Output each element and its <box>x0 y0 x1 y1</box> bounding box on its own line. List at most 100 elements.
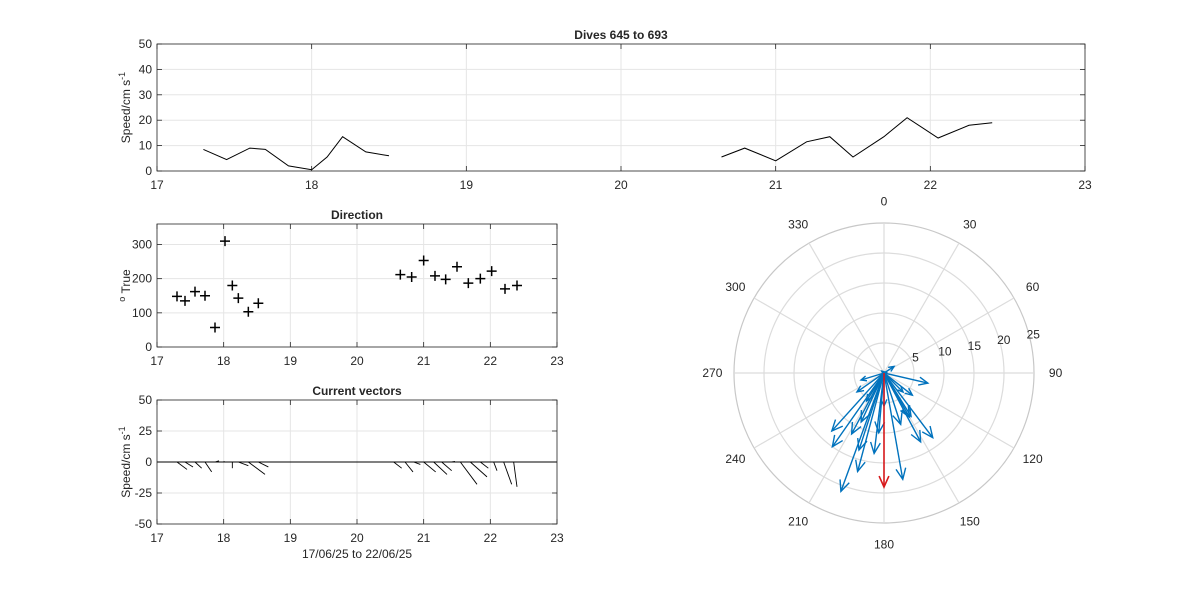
polar-vector <box>883 372 934 439</box>
polar-vector-head <box>900 405 911 419</box>
vectors-vector <box>204 461 213 473</box>
polar-radius-label: 15 <box>968 339 982 353</box>
vectors-vector <box>441 461 452 472</box>
speed-xtick-label: 17 <box>150 178 164 192</box>
vectors-xtick-label: 19 <box>284 531 298 545</box>
direction-frame <box>156 223 558 348</box>
direction-point <box>227 280 238 291</box>
polar-radius-label: 25 <box>1027 327 1041 341</box>
speed-xtick-label: 21 <box>769 178 783 192</box>
speed-ytick-label: 40 <box>139 62 153 76</box>
direction-ylabel-prefix: o <box>117 297 127 302</box>
vectors-vector <box>423 461 436 473</box>
polar-angle-label: 210 <box>788 515 808 529</box>
vectors-vector <box>223 460 226 463</box>
direction-ytick-label: 0 <box>145 340 152 354</box>
vectors-vector <box>176 461 188 470</box>
vectors-ytick-label: -50 <box>135 517 153 531</box>
direction-xtick-label: 21 <box>417 354 431 368</box>
polar-vector-head <box>855 385 865 393</box>
polar-spoke <box>808 372 885 504</box>
polar-spoke <box>883 297 1015 374</box>
direction-xtick-label: 17 <box>150 354 164 368</box>
polar-angle-label: 0 <box>881 194 888 208</box>
speed-frame <box>156 43 1086 172</box>
polar-vector-head <box>869 441 881 456</box>
polar-vector <box>883 372 922 443</box>
speed-xtick-label: 20 <box>614 178 628 192</box>
polar-vector <box>831 372 885 448</box>
direction-point <box>190 286 200 297</box>
polar-angle-label: 330 <box>788 217 808 231</box>
polar-vector <box>883 372 913 396</box>
speed-axes: 17 18 19 20 21 22 23 0 10 20 30 40 50 Dives 645 to 69… <box>117 28 1092 192</box>
direction-title: Direction <box>331 208 383 222</box>
direction-point <box>180 295 190 306</box>
vectors-vector <box>413 461 421 465</box>
direction-point <box>233 293 244 304</box>
polar-vector-head <box>910 429 922 444</box>
polar-mean-vector-head <box>878 475 890 489</box>
vectors-xtick-label: 20 <box>350 531 364 545</box>
vectors-xlabel: 17/06/25 to 22/06/25 <box>302 547 412 561</box>
polar-angle-label: 90 <box>1049 366 1063 380</box>
vectors-vector <box>503 461 513 485</box>
polar-vector <box>860 372 885 381</box>
direction-point <box>406 271 417 282</box>
direction-xtick-label: 20 <box>350 354 364 368</box>
speed-ylabel-main: Speed/cm s <box>119 80 133 143</box>
polar-angle-label: 180 <box>874 538 894 552</box>
polar-vector-head <box>855 459 866 474</box>
vectors-vector <box>214 460 220 463</box>
polar-vector-head <box>859 375 868 382</box>
polar-angle-label: 150 <box>960 515 980 529</box>
polar-vector <box>883 372 904 480</box>
polar-vector <box>883 372 929 384</box>
vectors-ytick-label: 50 <box>139 393 153 407</box>
vectors-vector <box>393 461 402 469</box>
direction-point <box>430 270 440 281</box>
vectors-vector <box>493 461 498 471</box>
vectors-ytick-label: 0 <box>145 455 152 469</box>
polar-angle-label: 60 <box>1026 280 1040 294</box>
direction-point <box>475 273 486 284</box>
polar-vector <box>878 372 885 433</box>
speed-ytick-label: 50 <box>139 37 153 51</box>
polar-vector <box>883 372 902 425</box>
direction-point <box>210 322 220 333</box>
vectors-xtick-label: 18 <box>217 531 231 545</box>
vectors-title: Current vectors <box>312 384 402 398</box>
direction-point <box>395 269 406 280</box>
vectors-frame <box>156 399 558 525</box>
direction-point <box>452 261 462 272</box>
vectors-xtick-label: 22 <box>484 531 498 545</box>
polar-spoke <box>753 297 885 374</box>
polar-angle-label: 270 <box>702 366 722 380</box>
vectors-vector <box>433 461 448 475</box>
speed-ylabel-sup: -1 <box>117 72 127 80</box>
speed-ytick-label: 20 <box>139 113 153 127</box>
vectors-xtick-label: 17 <box>150 531 164 545</box>
vectors-vector <box>451 460 456 463</box>
polar-compass-axes: 0 30 60 90 120 150 180 210 240 270 300 330 5 10 15 20 25 <box>702 194 1062 551</box>
speed-ytick-label: 10 <box>139 139 153 153</box>
speed-ytick-label: 30 <box>139 88 153 102</box>
direction-point <box>512 280 522 291</box>
direction-point <box>200 290 210 301</box>
speed-ytick-label: 0 <box>145 164 152 178</box>
direction-xtick-label: 19 <box>284 354 298 368</box>
polar-vector-head <box>892 412 903 426</box>
direction-point <box>463 278 474 289</box>
direction-point <box>500 283 510 294</box>
vectors-vector <box>480 461 489 469</box>
polar-vector <box>850 372 885 435</box>
direction-ytick-label: 200 <box>132 272 152 286</box>
polar-vector-head <box>831 434 844 449</box>
direction-point <box>418 255 429 266</box>
direction-ytick-label: 300 <box>132 238 152 252</box>
vectors-ylabel-sup: -1 <box>117 426 127 434</box>
direction-ylabel: o True <box>117 269 133 302</box>
vectors-ylabel: Speed/cm s-1 <box>117 426 133 497</box>
polar-spoke <box>883 242 960 374</box>
